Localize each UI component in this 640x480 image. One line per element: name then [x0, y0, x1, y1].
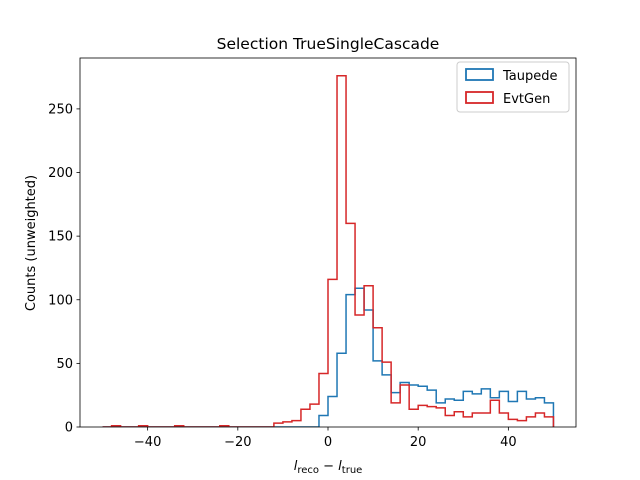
- y-tick-label: 200: [48, 166, 73, 181]
- legend-label-taupede: Taupede: [502, 69, 558, 84]
- legend: Taupede EvtGen: [456, 61, 570, 113]
- y-tick-label: 100: [48, 293, 73, 308]
- x-tick-label: 0: [324, 435, 332, 450]
- y-tick-label: 0: [65, 421, 73, 436]
- y-tick-label: 50: [56, 357, 73, 372]
- legend-label-evtgen: EvtGen: [503, 92, 550, 107]
- x-label-main-reco: l: [294, 459, 298, 474]
- legend-frame: [456, 61, 570, 113]
- y-tick-label: 250: [48, 102, 73, 117]
- x-tick-label: −40: [134, 435, 161, 450]
- x-label-sub-reco: reco: [297, 465, 319, 476]
- chart-title: Selection TrueSingleCascade: [217, 35, 440, 53]
- y-tick-label: 150: [48, 230, 73, 245]
- x-label-main-true: l: [338, 459, 342, 474]
- series-step-taupede: [102, 287, 555, 427]
- legend-swatch-evtgen: [465, 91, 494, 104]
- x-axis-label: lreco − ltrue: [294, 459, 363, 476]
- legend-swatch-taupede: [465, 68, 494, 81]
- axes-layer: −40 −20 0 20 40 0 50 100 150 200 250: [48, 57, 577, 450]
- x-label-sub-true: true: [342, 465, 363, 476]
- x-label-operator: −: [319, 459, 338, 474]
- x-tick-label: 20: [410, 435, 427, 450]
- y-axis-label: Counts (unweighted): [24, 175, 39, 311]
- x-tick-label: −20: [224, 435, 251, 450]
- x-tick-label: 40: [500, 435, 517, 450]
